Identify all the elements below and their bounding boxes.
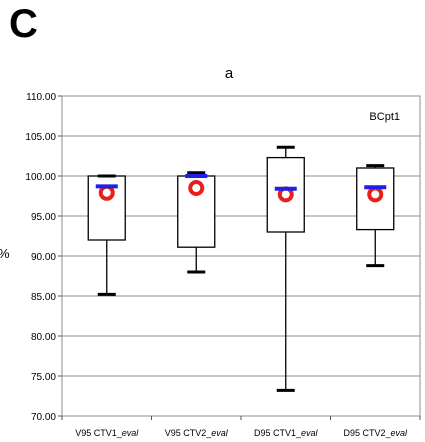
x-category-label: D95 CTV1_eval [254,428,319,438]
y-tick-label: 80.00 [31,332,56,343]
x-category-label: V95 CTV2_eval [165,428,229,438]
x-category-suffix: eval [301,428,319,438]
y-tick-label: 105.00 [25,132,56,143]
x-category-suffix: eval [391,428,409,438]
y-tick-label: 100.00 [25,172,56,183]
x-category-name: V95 CTV1_ [75,428,123,438]
y-tick-label: 110.00 [26,92,56,103]
y-tick-label: 70.00 [31,412,56,423]
chart-title: a [225,65,234,82]
y-tick-label: 75.00 [31,372,56,383]
x-category-label: D95 CTV2_eval [343,428,408,438]
y-tick-label: 85.00 [31,292,56,303]
plot-area: 70.00 75.00 80.00 85.00 90.00 95.00 100.00 105.… [0,92,421,438]
chart-annotation: BCpt1 [369,111,400,123]
x-category-name: V95 CTV2_ [165,428,213,438]
y-axis-label: % [0,246,10,261]
y-tick-label: 90.00 [31,252,56,263]
x-category-name: D95 CTV2_ [343,428,391,438]
x-category-name: D95 CTV1_ [254,428,302,438]
y-tick-label: 95.00 [31,212,56,223]
median-marker [188,180,205,196]
box-iqr [177,175,216,248]
x-category-suffix: eval [122,428,140,438]
panel-letter: C [9,2,38,46]
x-category-suffix: eval [211,428,229,438]
box-iqr [266,156,305,233]
x-category-label: V95 CTV1_eval [75,428,139,438]
